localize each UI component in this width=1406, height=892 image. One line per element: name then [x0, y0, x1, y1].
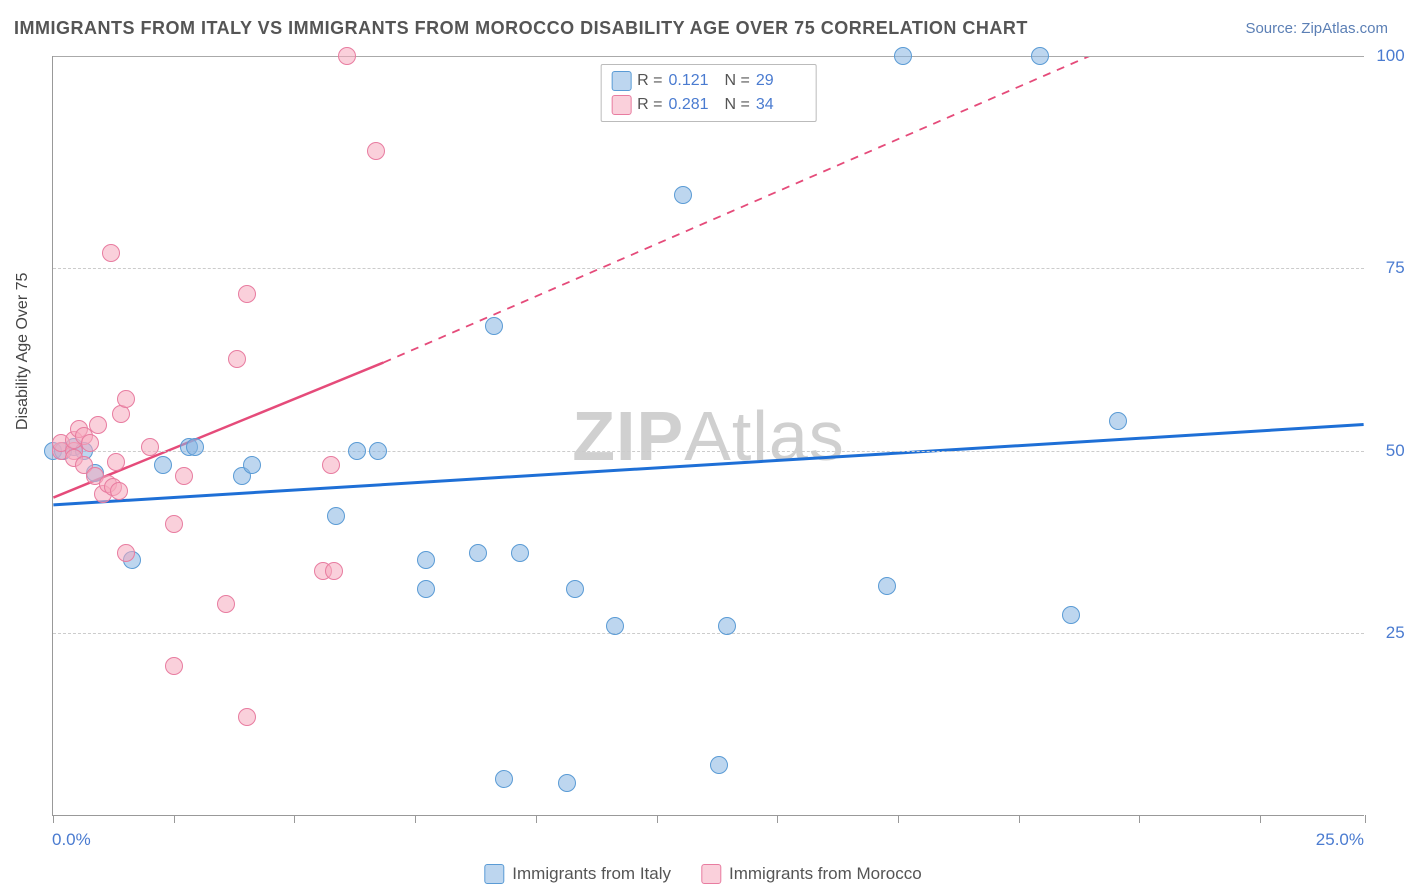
gridline-h: [53, 633, 1364, 634]
x-axis-tick: [53, 815, 54, 823]
scatter-point-italy: [878, 577, 896, 595]
scatter-point-italy: [154, 456, 172, 474]
x-axis-tick: [1139, 815, 1140, 823]
scatter-point-italy: [894, 47, 912, 65]
n-value: 34: [756, 96, 806, 114]
r-label: R =: [637, 96, 662, 114]
scatter-point-italy: [718, 617, 736, 635]
scatter-point-morocco: [117, 544, 135, 562]
chart-plot-area: ZIPAtlas R =0.121N =29R =0.281N =34 25.0…: [52, 56, 1364, 816]
scatter-point-italy: [243, 456, 261, 474]
y-tick-label: 25.0%: [1386, 623, 1406, 643]
scatter-point-italy: [674, 186, 692, 204]
r-value: 0.281: [669, 96, 719, 114]
y-tick-label: 75.0%: [1386, 258, 1406, 278]
correlation-legend: R = 0.121 N = 29 R = 0.281 N = 34: [600, 64, 817, 122]
scatter-point-morocco: [141, 438, 159, 456]
scatter-point-italy: [495, 770, 513, 788]
legend-swatch-italy: [484, 864, 504, 884]
n-label: N =: [725, 96, 750, 114]
scatter-point-italy: [558, 774, 576, 792]
x-axis-tick: [174, 815, 175, 823]
y-tick-label: 100.0%: [1376, 46, 1406, 66]
scatter-point-italy: [710, 756, 728, 774]
legend-stat-row: R = 0.121 N = 29: [611, 69, 806, 93]
scatter-point-morocco: [107, 453, 125, 471]
scatter-point-morocco: [228, 350, 246, 368]
x-axis-tick: [415, 815, 416, 823]
scatter-point-morocco: [165, 515, 183, 533]
series-legend: Immigrants from Italy Immigrants from Mo…: [484, 864, 921, 884]
legend-item-morocco: Immigrants from Morocco: [701, 864, 922, 884]
legend-label-morocco: Immigrants from Morocco: [729, 864, 922, 884]
scatter-point-italy: [186, 438, 204, 456]
x-axis-tick: [657, 815, 658, 823]
watermark-light: Atlas: [684, 397, 845, 475]
source-attribution: Source: ZipAtlas.com: [1245, 20, 1388, 37]
scatter-point-italy: [369, 442, 387, 460]
watermark-bold: ZIP: [572, 397, 684, 475]
gridline-h: [53, 268, 1364, 269]
r-value: 0.121: [669, 72, 719, 90]
x-axis-tick: [898, 815, 899, 823]
scatter-point-italy: [417, 551, 435, 569]
scatter-point-italy: [1031, 47, 1049, 65]
x-axis-tick: [294, 815, 295, 823]
x-axis-tick: [536, 815, 537, 823]
scatter-point-italy: [606, 617, 624, 635]
y-axis-label: Disability Age Over 75: [14, 273, 32, 430]
scatter-point-italy: [469, 544, 487, 562]
trend-lines-layer: [53, 56, 1364, 815]
n-value: 29: [756, 72, 806, 90]
x-axis-tick: [1260, 815, 1261, 823]
scatter-point-italy: [511, 544, 529, 562]
scatter-point-italy: [327, 507, 345, 525]
scatter-point-morocco: [165, 657, 183, 675]
scatter-point-morocco: [175, 467, 193, 485]
legend-swatch: [611, 95, 631, 115]
legend-stat-row: R = 0.281 N = 34: [611, 93, 806, 117]
scatter-point-morocco: [102, 244, 120, 262]
scatter-point-italy: [566, 580, 584, 598]
x-tick-first: 0.0%: [52, 830, 91, 850]
scatter-point-morocco: [367, 142, 385, 160]
chart-title: IMMIGRANTS FROM ITALY VS IMMIGRANTS FROM…: [14, 18, 1028, 39]
x-axis-tick: [1019, 815, 1020, 823]
scatter-point-morocco: [81, 434, 99, 452]
scatter-point-morocco: [117, 390, 135, 408]
legend-item-italy: Immigrants from Italy: [484, 864, 671, 884]
scatter-point-morocco: [110, 482, 128, 500]
scatter-point-morocco: [89, 416, 107, 434]
scatter-point-italy: [1062, 606, 1080, 624]
scatter-point-morocco: [325, 562, 343, 580]
scatter-point-morocco: [322, 456, 340, 474]
legend-swatch: [611, 71, 631, 91]
legend-label-italy: Immigrants from Italy: [512, 864, 671, 884]
x-tick-last: 25.0%: [1316, 830, 1364, 850]
y-tick-label: 50.0%: [1386, 441, 1406, 461]
n-label: N =: [725, 72, 750, 90]
scatter-point-morocco: [238, 285, 256, 303]
r-label: R =: [637, 72, 662, 90]
scatter-point-morocco: [338, 47, 356, 65]
x-axis-tick: [777, 815, 778, 823]
scatter-point-italy: [417, 580, 435, 598]
scatter-point-italy: [485, 317, 503, 335]
scatter-point-italy: [1109, 412, 1127, 430]
x-axis-tick: [1365, 815, 1366, 823]
watermark-text: ZIPAtlas: [572, 396, 845, 476]
gridline-h: [53, 56, 1364, 57]
scatter-point-morocco: [238, 708, 256, 726]
legend-swatch-morocco: [701, 864, 721, 884]
scatter-point-morocco: [217, 595, 235, 613]
gridline-h: [53, 451, 1364, 452]
scatter-point-italy: [348, 442, 366, 460]
